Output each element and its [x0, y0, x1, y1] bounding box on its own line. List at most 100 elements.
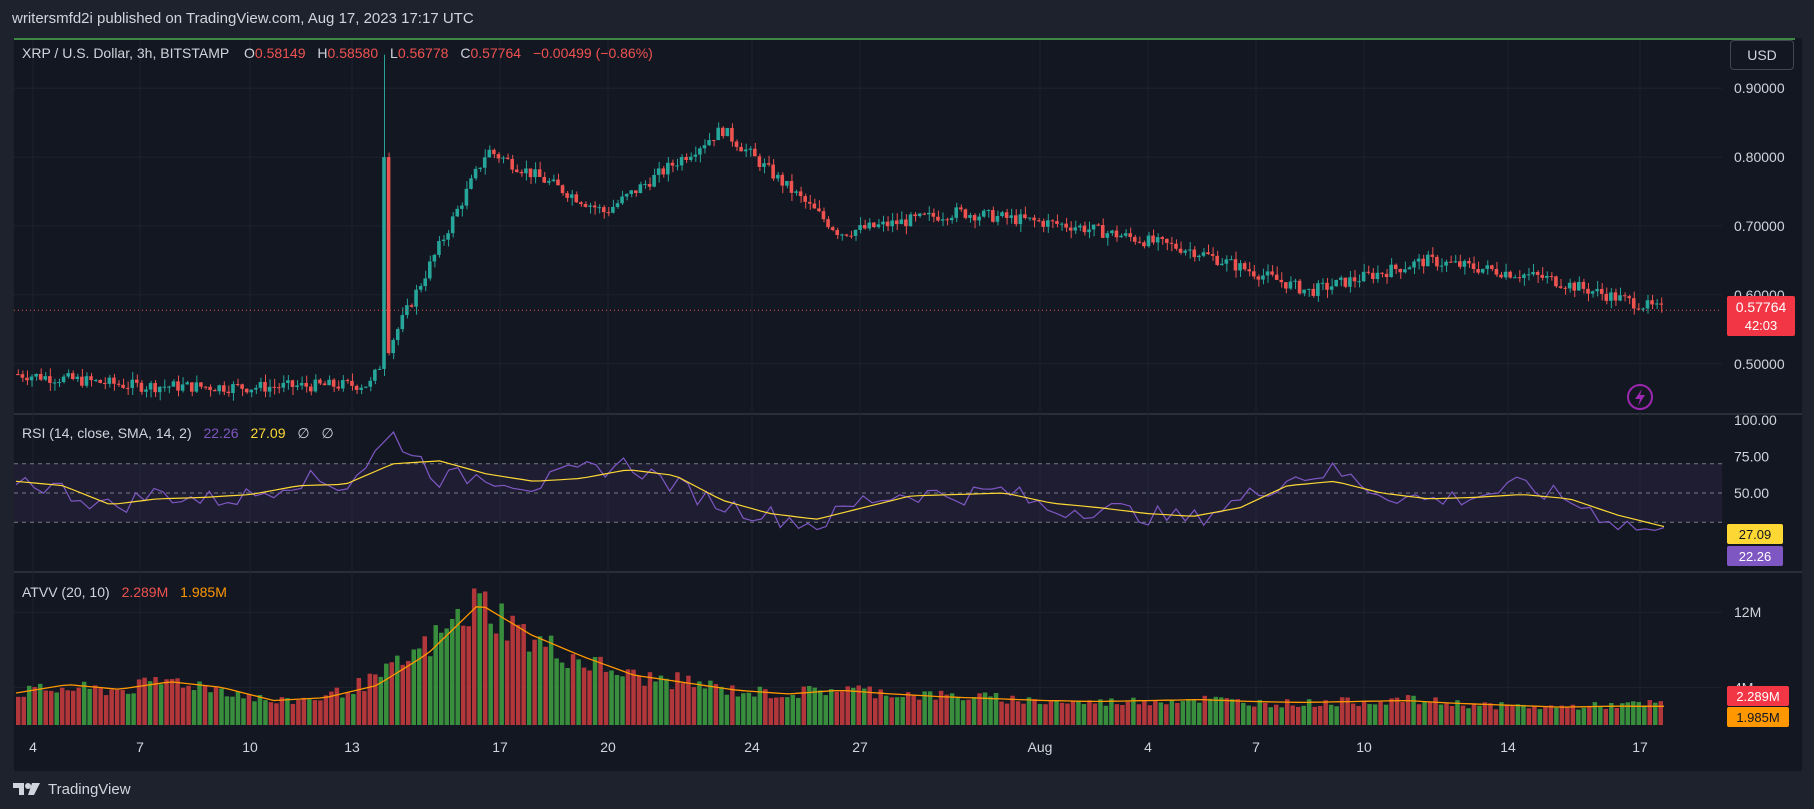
candle-body	[1018, 214, 1023, 225]
candle-body	[807, 201, 812, 204]
candle-body	[363, 386, 368, 388]
volume-bar	[818, 690, 823, 725]
candle-body	[716, 127, 720, 141]
volume-bar	[1339, 697, 1345, 725]
volume-bar	[1455, 700, 1460, 725]
candle-body	[254, 387, 258, 390]
candle-body	[1132, 236, 1137, 242]
chart-area[interactable]	[14, 38, 1802, 771]
candle-body	[1100, 225, 1105, 238]
candle-body	[1567, 282, 1572, 289]
volume-bar	[1482, 702, 1488, 725]
volume-bar	[532, 639, 537, 725]
candle-body	[1435, 256, 1439, 267]
volume-bar	[944, 694, 949, 725]
candle-body	[194, 382, 199, 392]
candle-body	[1439, 265, 1444, 267]
volume-bar	[543, 646, 548, 725]
lightning-icon[interactable]	[1627, 384, 1653, 410]
volume-bar	[1175, 703, 1180, 725]
candle-body	[1201, 252, 1206, 256]
candle-body	[748, 148, 753, 150]
candle-body	[533, 169, 537, 178]
candle-body	[308, 386, 313, 392]
volume-bar	[307, 699, 312, 725]
candle-body	[359, 387, 363, 390]
volume-bar	[614, 675, 620, 725]
price-badge-countdown: 42:03	[1745, 318, 1778, 333]
candle-body	[826, 219, 830, 228]
price-badge: 0.57764 42:03	[1727, 296, 1795, 336]
volume-bar	[1521, 704, 1526, 725]
candle-body	[455, 208, 460, 217]
volume-bar	[746, 692, 752, 725]
volume-bar	[724, 694, 730, 725]
volume-bar	[977, 693, 982, 725]
volume-bar	[1603, 708, 1609, 725]
candle-body	[460, 205, 464, 209]
candle-body	[711, 140, 716, 142]
volume-bar	[219, 688, 224, 725]
volume-bar	[840, 691, 845, 725]
candle-body	[20, 374, 25, 378]
footer-brand: TradingView	[48, 780, 131, 798]
volume-bar	[1021, 703, 1026, 725]
candle-body	[1279, 279, 1284, 283]
candle-body	[1261, 275, 1265, 280]
candle-body	[1256, 276, 1261, 280]
candle-body	[176, 381, 180, 391]
candle-body	[299, 382, 304, 386]
volume-bar	[1186, 699, 1191, 725]
volume-bar	[268, 702, 274, 725]
candle-body	[208, 386, 212, 391]
volume-bar	[1317, 705, 1323, 725]
candle-body	[981, 210, 986, 217]
candle-body	[661, 168, 666, 175]
volume-bar	[829, 689, 834, 725]
candle-body	[1155, 237, 1160, 243]
candle-body	[295, 385, 299, 388]
volume-bar	[1136, 704, 1142, 725]
volume-bar	[691, 687, 697, 725]
volume-bar	[373, 674, 378, 725]
volume-bar	[1142, 700, 1147, 725]
volume-bar	[279, 697, 285, 725]
volume-bar	[235, 691, 241, 725]
candle-body	[61, 376, 66, 383]
volume-bar	[1477, 705, 1482, 725]
volume-bar	[158, 684, 164, 725]
volume-bar	[741, 693, 746, 725]
published-line: writersmfd2i published on TradingView.co…	[12, 10, 474, 27]
candle-body	[139, 382, 144, 392]
volume-bar	[202, 685, 208, 725]
candle-body	[1210, 254, 1215, 256]
candle-body	[1252, 271, 1256, 277]
volume-bar	[1037, 703, 1043, 725]
candle-body	[908, 214, 913, 227]
volume-bar	[680, 683, 686, 725]
candle-body	[382, 157, 386, 369]
volume-bar	[850, 687, 856, 725]
candle-body	[235, 384, 240, 386]
candle-body	[1503, 271, 1508, 278]
candle-body	[1073, 227, 1078, 231]
volume-bar	[889, 697, 894, 725]
volume-bar	[1411, 695, 1416, 725]
currency-button[interactable]: USD	[1730, 40, 1794, 70]
volume-bar	[537, 636, 543, 725]
volume-bar	[900, 697, 905, 725]
x-tick-label: 13	[344, 739, 360, 755]
volume-bar	[1642, 705, 1647, 725]
volume-bar	[675, 672, 680, 725]
y-tick-label: 0.50000	[1734, 356, 1785, 372]
candle-body	[386, 157, 391, 354]
volume-bar	[730, 685, 735, 725]
volume-ma-line	[15, 606, 1664, 708]
volume-bar	[631, 669, 636, 725]
volume-bar	[1164, 704, 1169, 725]
volume-bar	[1532, 705, 1537, 725]
lightning-icon-ring	[1627, 384, 1653, 410]
x-tick-label: 14	[1500, 739, 1516, 755]
candle-body	[995, 215, 1000, 222]
